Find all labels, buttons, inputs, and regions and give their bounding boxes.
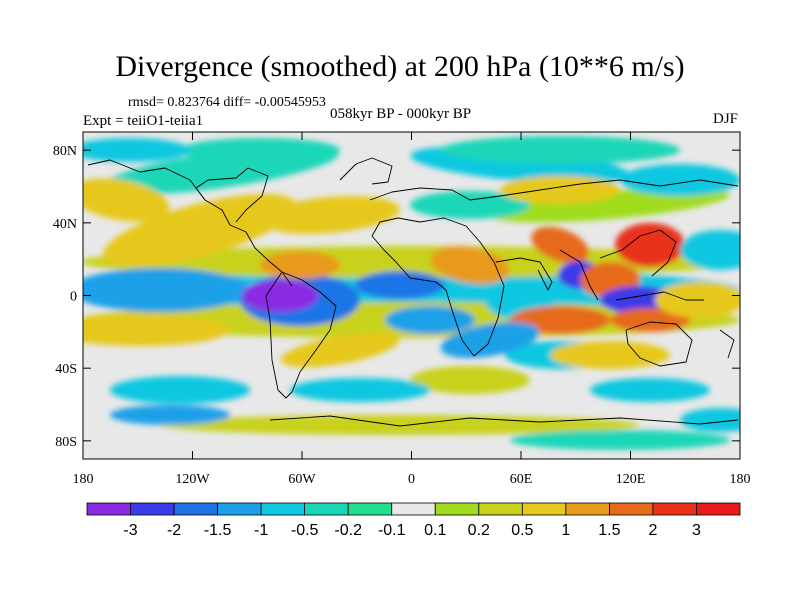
colorbar-swatch xyxy=(478,502,523,516)
lat-tick-label: 40S xyxy=(55,362,77,377)
field-blob xyxy=(385,306,475,334)
coastline xyxy=(195,167,269,223)
field-blob xyxy=(260,251,340,279)
colorbar-swatch xyxy=(609,502,654,516)
field-blob xyxy=(440,136,680,164)
colorbar-swatch xyxy=(652,502,697,516)
field-blob xyxy=(160,415,640,435)
field-blob xyxy=(510,430,730,450)
field-blob xyxy=(83,268,250,312)
field-blob xyxy=(103,193,297,267)
field-blob xyxy=(110,376,250,404)
rmsd-diff-stats: rmsd= 0.823764 diff= -0.00545953 xyxy=(128,95,326,110)
coastlines xyxy=(87,157,739,427)
lat-tick-label: 80S xyxy=(55,435,77,450)
field-blob xyxy=(680,408,740,432)
lon-tick-label: 60E xyxy=(510,472,533,487)
colorbar-swatch xyxy=(304,502,349,516)
field-blob xyxy=(550,341,670,369)
coastline xyxy=(559,249,599,301)
coastline xyxy=(371,217,505,357)
field-blob xyxy=(110,405,230,425)
colorbar-swatch xyxy=(696,502,741,516)
colorbar-label: 1.5 xyxy=(598,522,620,539)
colorbar-swatch xyxy=(434,502,480,516)
lon-tick-label: 180 xyxy=(730,472,751,487)
lon-tick-label: 120E xyxy=(616,472,646,487)
plot-title: Divergence (smoothed) at 200 hPa (10**6 … xyxy=(115,50,685,83)
coastline xyxy=(265,271,337,399)
field-blob xyxy=(531,226,589,264)
colorbar-label: -3 xyxy=(123,522,137,539)
field-blob xyxy=(490,187,730,223)
colorbar-swatch xyxy=(130,502,175,516)
colorbar: -3 -2 -1.5 -1 -0.5 -0.2 -0.1 0.1 0.2 0.5 1 1.5 2 3 xyxy=(86,502,741,539)
field-blob xyxy=(410,191,530,219)
field-blob xyxy=(260,196,400,234)
colorbar-swatch xyxy=(260,502,306,516)
colorbar-swatch xyxy=(217,502,262,516)
colorbar-swatch xyxy=(565,502,610,516)
lat-tick-label: 80N xyxy=(53,144,77,159)
colorbar-label: -0.5 xyxy=(291,522,319,539)
colorbar-label: -0.1 xyxy=(378,522,406,539)
colorbar-label: 1 xyxy=(561,522,570,539)
colorbar-label: 0.2 xyxy=(468,522,490,539)
field-blob xyxy=(83,138,190,162)
field-blob xyxy=(290,378,430,402)
field-blob xyxy=(180,138,340,162)
lon-tick-label: 0 xyxy=(408,472,415,487)
coastline xyxy=(87,159,293,287)
field-blob xyxy=(83,178,170,222)
field-blob xyxy=(500,176,620,204)
colorbar-label: 3 xyxy=(692,522,701,539)
axis-ticks: 180 120W 60W 0 60E 120E 180 80N 40N 0 40S 80S xyxy=(53,132,751,487)
colorbar-label: -1 xyxy=(254,522,268,539)
field-blob xyxy=(615,223,685,267)
divergence-field xyxy=(83,132,740,459)
lon-tick-label: 180 xyxy=(73,472,94,487)
field-blob xyxy=(410,366,530,394)
colorbar-swatch xyxy=(173,502,218,516)
coastline xyxy=(369,179,739,201)
coastline xyxy=(269,415,739,427)
field-blob xyxy=(680,230,740,270)
coastline xyxy=(339,157,393,185)
coastline xyxy=(615,291,704,301)
field-blob xyxy=(610,308,690,332)
field-blob xyxy=(620,164,740,196)
lon-tick-label: 120W xyxy=(175,472,210,487)
colorbar-label: 0.5 xyxy=(511,522,533,539)
lon-tick-label: 60W xyxy=(288,472,316,487)
field-blob xyxy=(83,314,230,346)
colorbar-swatch xyxy=(86,502,131,516)
season-label: DJF xyxy=(712,111,738,127)
coastline xyxy=(719,329,735,359)
field-blob xyxy=(280,332,400,368)
colorbar-swatch xyxy=(521,502,567,516)
colorbar-label: -0.2 xyxy=(334,522,362,539)
lat-tick-label: 40N xyxy=(53,217,77,232)
coastline xyxy=(599,229,677,277)
coastline xyxy=(495,257,553,291)
field-blob xyxy=(590,378,710,402)
colorbar-label: 0.1 xyxy=(424,522,446,539)
field-blob xyxy=(242,280,318,312)
coastline xyxy=(625,321,693,367)
field-blob xyxy=(355,271,445,299)
colorbar-label: -2 xyxy=(167,522,181,539)
lat-tick-label: 0 xyxy=(70,290,77,305)
period-label: 058kyr BP - 000kyr BP xyxy=(330,106,472,122)
colorbar-label: 2 xyxy=(648,522,657,539)
colorbar-swatch xyxy=(347,502,393,516)
colorbar-label: -1.5 xyxy=(204,522,232,539)
experiment-label: Expt = teiiO1-teiia1 xyxy=(83,113,204,129)
colorbar-swatch xyxy=(391,502,436,516)
